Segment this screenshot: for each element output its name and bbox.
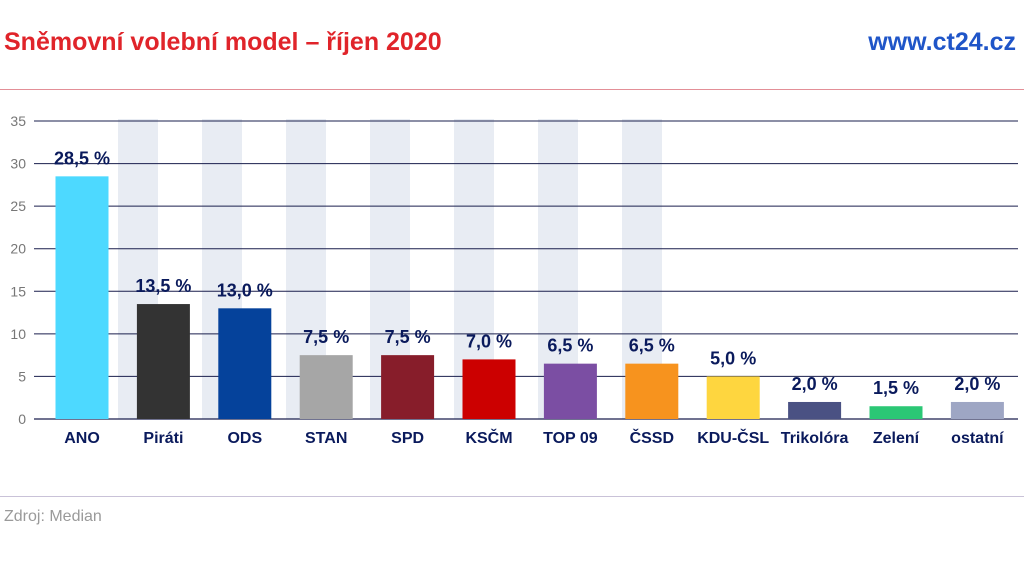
data-label: 13,0 % <box>217 280 273 300</box>
data-label: 2,0 % <box>954 374 1000 394</box>
x-tick-label: Piráti <box>143 430 183 447</box>
bar <box>788 401 842 419</box>
data-label: 7,0 % <box>466 331 512 351</box>
site-link[interactable]: www.ct24.cz <box>868 28 1016 56</box>
y-tick-label: 0 <box>18 411 26 427</box>
chart-svg: 0 5 10 15 20 25 30 35 28,5 % ANO 13,5 % Piráti 13,0 … <box>10 113 1018 447</box>
chart-title: Sněmovní volební model – říjen 2020 <box>4 28 442 56</box>
gridlines: 0 5 10 15 20 25 30 35 <box>10 113 1018 427</box>
x-tick-label: ostatní <box>951 430 1004 447</box>
x-tick-label: KDU-ČSL <box>697 428 769 447</box>
source-note: Zdroj: Median <box>4 508 102 525</box>
bar <box>299 355 353 419</box>
bar <box>543 363 597 419</box>
data-label: 13,5 % <box>135 276 191 296</box>
x-tick-label: ANO <box>64 430 100 447</box>
bar <box>55 176 109 419</box>
y-tick-label: 25 <box>10 198 26 214</box>
data-label: 6,5 % <box>629 336 675 356</box>
data-label: 6,5 % <box>547 336 593 356</box>
bar-chart: 0 5 10 15 20 25 30 35 28,5 % ANO 13,5 % Piráti 13,0 … <box>0 96 1024 466</box>
bar <box>625 363 679 419</box>
x-tick-label: KSČM <box>465 428 512 447</box>
x-tick-label: Trikolóra <box>781 430 849 447</box>
y-tick-label: 5 <box>18 368 26 384</box>
header: Sněmovní volební model – říjen 2020 www.… <box>0 0 1024 90</box>
footer-divider <box>0 496 1024 497</box>
data-label: 7,5 % <box>303 327 349 347</box>
bar <box>381 355 435 419</box>
x-tick-label: TOP 09 <box>543 430 598 447</box>
bar <box>869 406 923 419</box>
bar <box>950 401 1004 419</box>
bar <box>218 308 272 419</box>
bar <box>706 376 760 419</box>
data-label: 28,5 % <box>54 148 110 168</box>
x-tick-label: ČSSD <box>630 428 674 447</box>
x-tick-label: ODS <box>227 430 262 447</box>
y-tick-label: 35 <box>10 113 26 129</box>
x-tick-label: SPD <box>391 430 424 447</box>
y-tick-label: 30 <box>10 156 26 172</box>
bar <box>462 359 516 419</box>
data-label: 1,5 % <box>873 378 919 398</box>
bar <box>136 304 190 419</box>
y-tick-label: 10 <box>10 326 26 342</box>
bars: 28,5 % ANO 13,5 % Piráti 13,0 % ODS 7,5 % STAN 7… <box>54 148 1004 447</box>
data-label: 5,0 % <box>710 348 756 368</box>
y-tick-label: 15 <box>10 283 26 299</box>
data-label: 7,5 % <box>385 327 431 347</box>
data-label: 2,0 % <box>792 374 838 394</box>
x-tick-label: STAN <box>305 430 347 447</box>
y-tick-label: 20 <box>10 241 26 257</box>
x-tick-label: Zelení <box>873 430 920 447</box>
header-divider <box>0 89 1024 90</box>
